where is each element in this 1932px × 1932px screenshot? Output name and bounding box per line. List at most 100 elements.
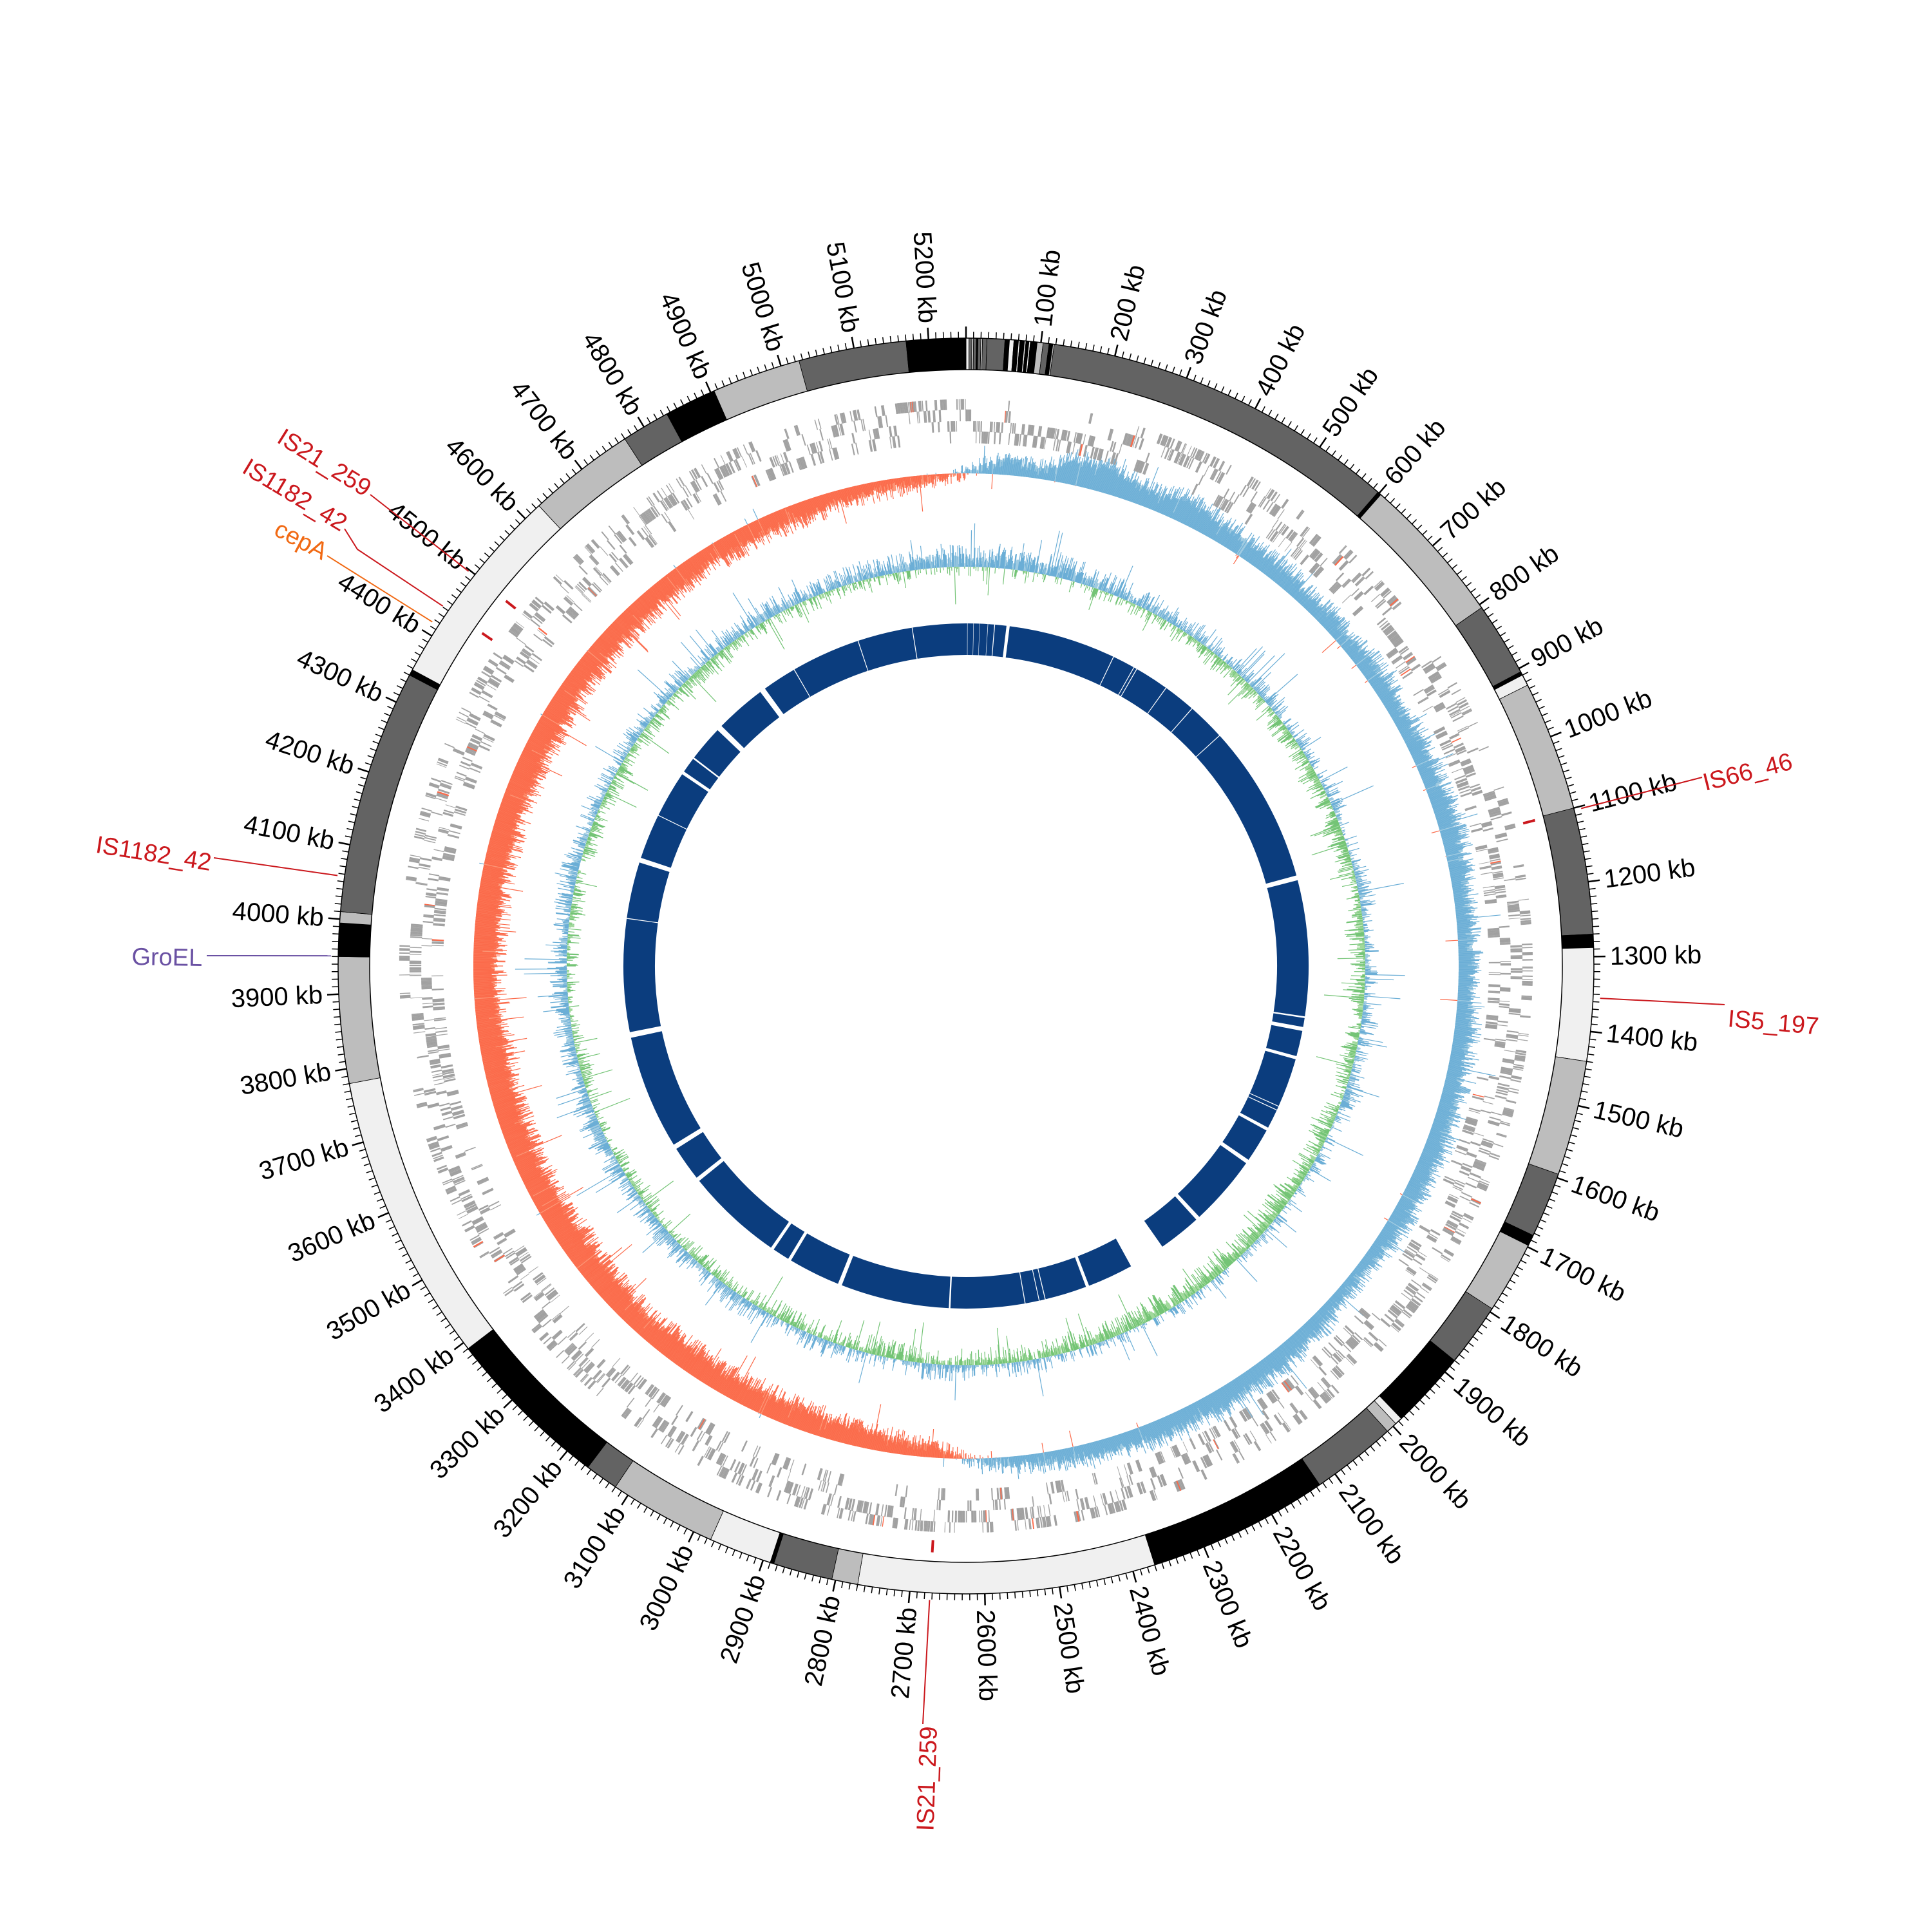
tick-label: 3300 kb [424,1401,510,1484]
annotation-leader-line [344,528,444,607]
inner-ring-segment [992,624,1007,658]
inner-ring-segment [1240,1097,1277,1128]
ideogram-segment [710,1510,781,1563]
tick-marks [327,327,1605,1605]
tick-label: 3200 kb [488,1454,567,1543]
ideogram-segment [1542,808,1594,936]
inner-ring-segment [1148,688,1192,732]
tick-label: 2900 kb [715,1571,772,1667]
inner-ring-segment [1005,626,1113,685]
inner-ring-segment [1038,1257,1086,1300]
tick-label: 500 kb [1317,362,1384,442]
inner-ring-segment [1020,1270,1039,1303]
feature-mark [1522,819,1535,825]
reverse-strand-genes-row-2 [431,431,1501,1501]
inner-ring-segment [627,862,670,923]
tick-label: 4600 kb [440,432,524,517]
inner-ring-segment [978,623,988,656]
inner-ring-segment [1249,1050,1296,1106]
tick-label: 4000 kb [231,897,325,933]
gene-tracks [399,399,1533,1533]
tick-label: 2400 kb [1124,1583,1175,1679]
reverse-strand-genes-row-1 [421,421,1511,1511]
gc-content-track [515,523,1405,1401]
inner-ring-segment [1121,669,1166,714]
ideogram-segment [340,674,438,915]
inner-ring-segment [967,623,974,656]
tick-label: 1500 kb [1591,1095,1687,1144]
gc-content-negative-line [566,566,1366,1366]
inner-ring-segment [764,670,810,714]
ideogram-segment [337,922,372,958]
tick-label: 2000 kb [1394,1428,1477,1515]
gc-skew-positive-line [474,446,1501,1479]
ideogram-segment [857,1534,1155,1595]
annotation-leader-line [370,494,469,572]
inner-ring-segment [773,1223,805,1259]
tick-label: 5100 kb [820,240,865,335]
tick-label: 4900 kb [654,288,717,383]
tick-label: 4400 kb [333,567,426,639]
annotation-label: GroEL [131,943,203,972]
minor-ticks [332,332,1600,1601]
tick-label: 1600 kb [1567,1170,1663,1227]
tick-label: 2700 kb [886,1606,923,1700]
tick-label: 4300 kb [292,644,388,708]
inner-ring-segment [1144,1196,1197,1247]
ideogram-segment [714,360,808,421]
inner-ring-segment [858,627,917,671]
highlighted-genes [424,401,1501,1530]
inner-ring-segment [1171,708,1220,757]
gc-content-positive-line [515,523,1405,1401]
gc-skew-negative-area [473,473,978,1459]
inner-ring-track [623,623,1309,1309]
inner-ring-segment [950,1272,1025,1309]
tick-label: 3000 kb [634,1540,699,1634]
inner-ring-segment [842,1256,951,1309]
tick-label: 3700 kb [256,1133,352,1186]
tick-label: 3600 kb [284,1206,379,1268]
ideogram-segment [468,1329,607,1468]
tick-label: 4700 kb [505,375,583,466]
annotation-leader-line [327,555,433,623]
forward-strand-genes-row-2 [409,409,1523,1523]
annotation-label: IS21_259 [912,1726,943,1832]
tick-label: 2100 kb [1333,1479,1410,1569]
inner-ring-segment [1272,1013,1305,1027]
inner-ring-segment [684,759,719,790]
inner-ring-segment [1196,735,1297,884]
inner-ring-segment [721,692,780,748]
tick-label: 2200 kb [1267,1522,1337,1616]
inner-ring-segment [699,1160,790,1248]
ideogram-segment [965,337,970,370]
tick-label: 4800 kb [576,327,648,421]
inner-ring-segment [794,641,868,697]
annotation-leader-line [1600,998,1725,1005]
tick-label: 1200 kb [1602,853,1697,894]
inner-ring-segment [1177,1145,1246,1217]
tick-label: 1800 kb [1495,1309,1587,1383]
inner-ring-segment [641,815,687,868]
tick-label: 2800 kb [799,1593,846,1689]
ideogram-segment [985,338,1006,372]
tick-label: 400 kb [1250,319,1311,401]
annotation-leader-line [213,857,338,876]
inner-ring-segment [658,774,708,829]
inner-ring-segment [1248,1094,1279,1110]
inner-ring-segment [676,1132,722,1178]
tick-label: 600 kb [1379,413,1451,490]
feature-mark [505,600,516,610]
tick-label: 1300 kb [1610,941,1702,971]
inner-ring-segment [912,623,967,659]
ideogram-segment [1302,1407,1388,1486]
tick-label: 5200 kb [908,231,942,324]
ideogram-segment [905,337,967,373]
tick-label: 2600 kb [971,1609,1002,1702]
feature-mark [481,632,493,641]
tick-label: 1900 kb [1448,1372,1537,1453]
tick-label: 3800 kb [238,1057,333,1101]
inner-ring-segment [1222,1115,1267,1160]
ideogram-segment [1379,1340,1455,1419]
tick-label: 1400 kb [1605,1019,1699,1057]
